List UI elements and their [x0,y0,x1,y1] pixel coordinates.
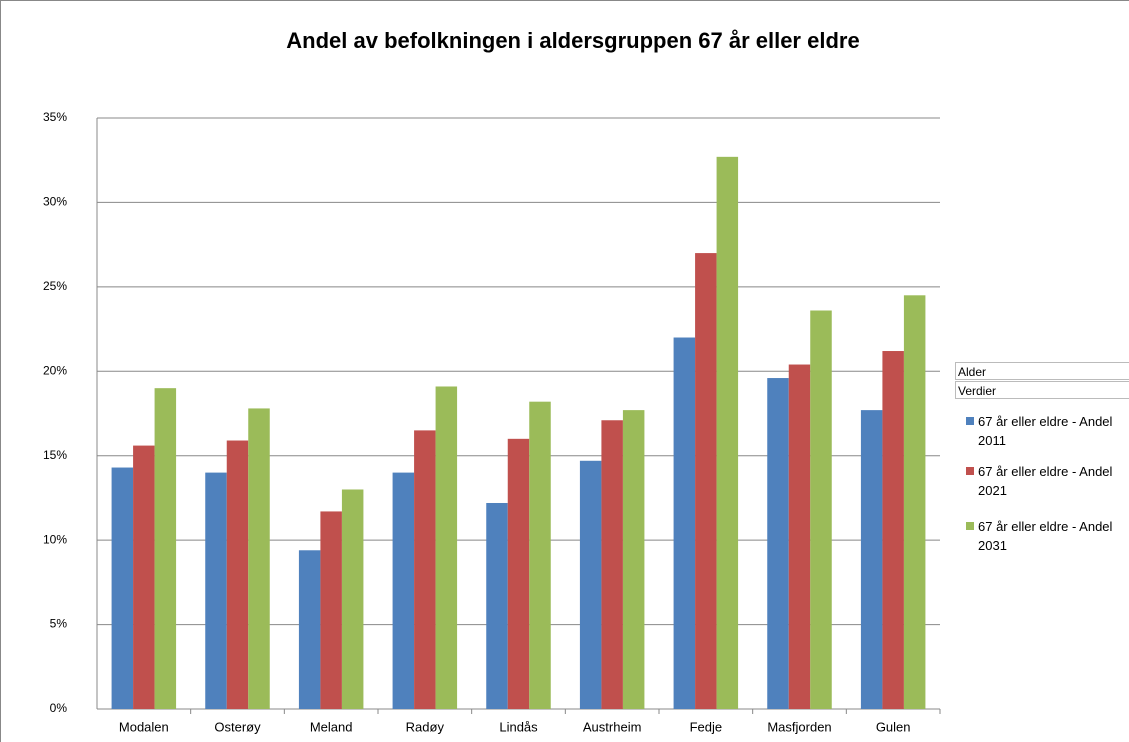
x-tick-label: Masfjorden [767,719,831,734]
bar [248,408,270,709]
bar [392,472,415,709]
legend-label: 67 år eller eldre - Andel 2031 [978,519,1113,553]
legend-field-button: Verdier [955,381,1129,399]
bar [529,401,551,709]
legend-field-button: Alder [955,362,1129,380]
x-tick-label: Meland [310,719,353,734]
bar [341,489,364,709]
legend-item: 67 år eller eldre - Andel 2011 [966,412,1126,450]
bar [507,438,530,709]
bar [622,410,645,709]
bar [133,445,155,709]
y-tick-label: 25% [43,279,67,293]
legend-item: 67 år eller eldre - Andel 2021 [966,462,1126,500]
x-tick-label: Modalen [119,719,169,734]
bar [767,378,789,709]
x-tick-label: Osterøy [214,719,261,734]
legend-label: 67 år eller eldre - Andel 2011 [978,414,1113,448]
x-tick-label: Lindås [499,719,538,734]
chart-title: Andel av befolkningen i aldersgruppen 67… [286,28,859,53]
bar [579,460,602,709]
bar [882,351,904,709]
bar [860,410,883,709]
bar [205,472,227,709]
bar [298,550,321,709]
y-tick-label: 30% [43,195,67,209]
legend-swatch [966,467,974,475]
bar [695,253,717,710]
x-tick-label: Austrheim [583,719,642,734]
bar [435,386,458,709]
bar [601,420,623,709]
bar [486,502,508,709]
y-tick-label: 0% [50,701,68,715]
legend-swatch [966,522,974,530]
legend-swatch [966,417,974,425]
legend-item: 67 år eller eldre - Andel 2031 [966,517,1126,555]
legend-label: 67 år eller eldre - Andel 2021 [978,464,1113,498]
y-tick-label: 5% [50,617,68,631]
bar [716,156,739,709]
bar [320,511,342,709]
bar [810,310,832,709]
bar [111,467,134,709]
bar [154,388,177,709]
x-tick-label: Radøy [406,719,445,734]
bar [226,440,249,709]
bar [414,430,436,709]
y-tick-label: 10% [43,532,67,546]
x-tick-label: Gulen [876,719,911,734]
bar [903,295,926,709]
y-tick-label: 35% [43,110,67,124]
y-tick-label: 15% [43,448,67,462]
bar [673,337,696,709]
y-tick-label: 20% [43,363,67,377]
bar [788,364,811,709]
x-tick-label: Fedje [690,719,723,734]
